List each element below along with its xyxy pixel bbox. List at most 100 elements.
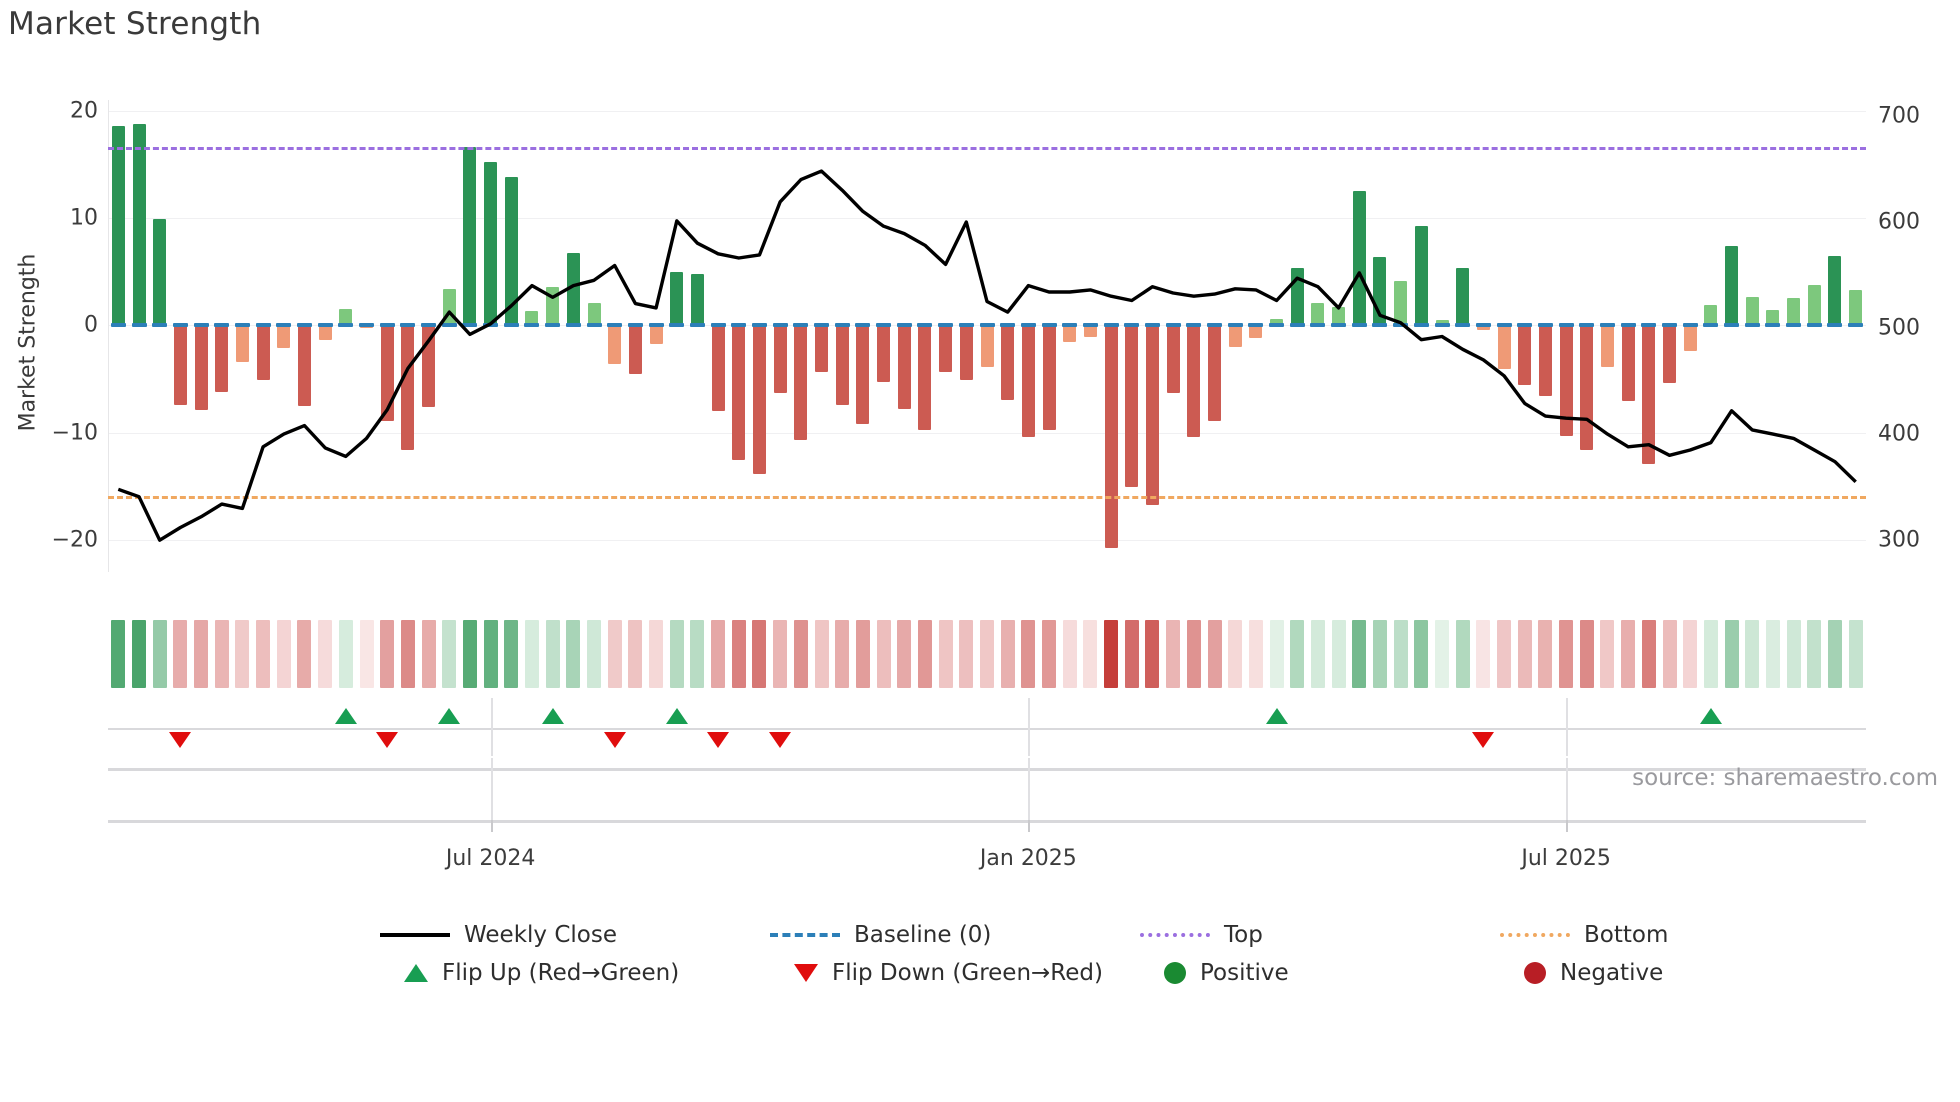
- baseline-cap: [1124, 323, 1140, 328]
- x-tick-mark: [490, 820, 493, 832]
- legend-item-positive[interactable]: Positive: [1140, 960, 1289, 986]
- legend-item-top[interactable]: Top: [1140, 922, 1263, 948]
- baseline-cap: [110, 323, 126, 328]
- bar: [339, 309, 353, 326]
- legend-label: Flip Down (Green→Red): [832, 960, 1103, 986]
- baseline-cap: [896, 323, 912, 328]
- baseline-cap: [1662, 323, 1678, 328]
- baseline-cap: [1393, 323, 1409, 328]
- flip-up-marker: [541, 708, 564, 724]
- heatmap-cell: [1145, 620, 1160, 688]
- legend-label: Negative: [1560, 960, 1664, 986]
- bar: [815, 325, 829, 373]
- bar: [380, 325, 394, 421]
- heatmap-cell: [1827, 620, 1842, 688]
- heatmap-cell: [1765, 620, 1780, 688]
- positive-dot-icon: [1164, 962, 1186, 984]
- baseline-cap: [1744, 323, 1760, 328]
- heatmap-cell: [1352, 620, 1367, 688]
- baseline-cap: [1641, 323, 1657, 328]
- bar: [1476, 325, 1490, 330]
- bar: [1600, 325, 1614, 368]
- baseline-cap: [1165, 323, 1181, 328]
- heatmap-cell: [752, 620, 767, 688]
- flip-up-marker: [665, 708, 688, 724]
- weekly-close-polyline: [117, 169, 1857, 542]
- heatmap-cell: [256, 620, 271, 688]
- baseline-cap: [834, 323, 850, 328]
- bottom-swatch: [1500, 933, 1570, 937]
- bar: [1166, 325, 1180, 393]
- heatmap-cell: [173, 620, 188, 688]
- bar: [153, 219, 167, 326]
- x-gridline: [490, 758, 493, 826]
- gridline: [108, 218, 1866, 219]
- x-tick-mark: [1566, 820, 1569, 832]
- baseline-cap: [276, 323, 292, 328]
- legend-item-bottom[interactable]: Bottom: [1500, 922, 1668, 948]
- flip-marker-row: [108, 698, 1866, 758]
- heatmap-cell: [1786, 620, 1801, 688]
- heatmap-cell: [1083, 620, 1098, 688]
- heatmap-cell: [1724, 620, 1739, 688]
- bar: [1518, 325, 1532, 386]
- page-title: Market Strength: [8, 6, 262, 42]
- axis-rule: [108, 768, 1866, 771]
- heatmap-cell: [1600, 620, 1615, 688]
- heatmap-cell: [649, 620, 664, 688]
- heatmap-cell: [1372, 620, 1387, 688]
- bar: [297, 325, 311, 406]
- bar: [1063, 325, 1077, 343]
- baseline-cap: [1517, 323, 1533, 328]
- source-attribution: source: sharemaestro.com: [1632, 765, 1938, 791]
- bar: [1538, 325, 1552, 397]
- bar: [794, 325, 808, 441]
- baseline-cap: [917, 323, 933, 328]
- baseline-cap: [131, 323, 147, 328]
- baseline-cap: [172, 323, 188, 328]
- heatmap-cell: [1641, 620, 1656, 688]
- baseline-cap: [876, 323, 892, 328]
- baseline-cap: [421, 323, 437, 328]
- chart-legend: Weekly Close Baseline (0) Top Bottom Flip Up…: [0, 918, 1960, 1028]
- bar: [897, 325, 911, 409]
- baseline-cap: [338, 323, 354, 328]
- legend-item-baseline[interactable]: Baseline (0): [770, 922, 991, 948]
- legend-item-weekly-close[interactable]: Weekly Close: [380, 922, 617, 948]
- strength-heatmap-strip: [108, 620, 1866, 688]
- flip-up-marker: [438, 708, 461, 724]
- y-axis-left-tick: 0: [84, 312, 98, 338]
- baseline-cap: [1703, 323, 1719, 328]
- heatmap-cell: [545, 620, 560, 688]
- legend-item-flip-up[interactable]: Flip Up (Red→Green): [380, 960, 679, 986]
- bar: [1001, 325, 1015, 401]
- baseline-cap: [1806, 323, 1822, 328]
- heatmap-cell: [711, 620, 726, 688]
- baseline-cap: [379, 323, 395, 328]
- heatmap-cell: [1124, 620, 1139, 688]
- legend-item-negative[interactable]: Negative: [1500, 960, 1663, 986]
- heatmap-cell: [1662, 620, 1677, 688]
- flip-up-marker: [1699, 708, 1722, 724]
- legend-item-flip-down[interactable]: Flip Down (Green→Red): [770, 960, 1103, 986]
- baseline-cap: [565, 323, 581, 328]
- heatmap-cell: [1248, 620, 1263, 688]
- heatmap-cell: [504, 620, 519, 688]
- heatmap-cell: [1538, 620, 1553, 688]
- y-axis-left-tick: −20: [51, 527, 98, 553]
- y-axis-left-tick: 10: [70, 205, 98, 231]
- heatmap-cell: [690, 620, 705, 688]
- bar: [980, 325, 994, 368]
- bar: [877, 325, 891, 383]
- x-gridline: [1566, 758, 1569, 826]
- heatmap-cell: [587, 620, 602, 688]
- heatmap-cell: [959, 620, 974, 688]
- heatmap-cell: [1331, 620, 1346, 688]
- heatmap-cell: [1393, 620, 1408, 688]
- baseline-cap: [1724, 323, 1740, 328]
- heatmap-cell: [1269, 620, 1284, 688]
- heatmap-cell: [1290, 620, 1305, 688]
- baseline-cap: [855, 323, 871, 328]
- baseline-cap: [524, 323, 540, 328]
